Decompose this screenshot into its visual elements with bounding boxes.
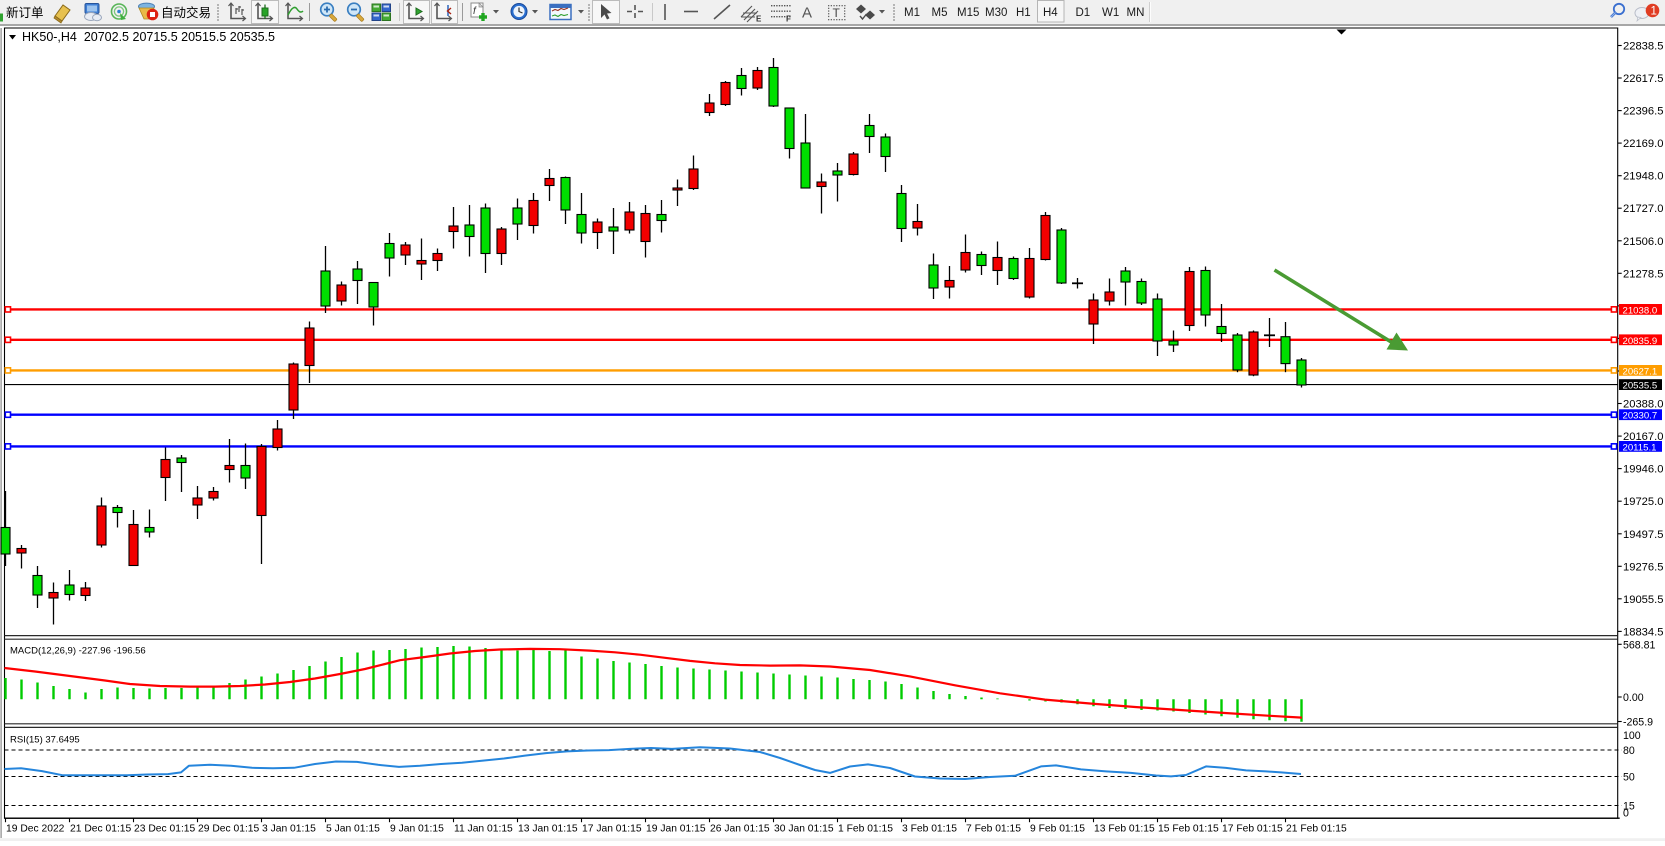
svg-text:M5: M5	[932, 7, 948, 19]
svg-text:9 Jan 01:15: 9 Jan 01:15	[390, 824, 444, 835]
svg-text:17 Feb 01:15: 17 Feb 01:15	[1222, 824, 1283, 835]
svg-text:19725.0: 19725.0	[1623, 496, 1663, 508]
svg-text:21278.5: 21278.5	[1623, 268, 1663, 280]
svg-text:13 Jan 01:15: 13 Jan 01:15	[518, 824, 578, 835]
svg-text:17 Jan 01:15: 17 Jan 01:15	[582, 824, 642, 835]
svg-text:RSI(15) 37.6495: RSI(15) 37.6495	[10, 735, 80, 746]
svg-text:19 Jan 01:15: 19 Jan 01:15	[646, 824, 706, 835]
svg-text:W1: W1	[1102, 7, 1119, 19]
svg-text:21 Dec 01:15: 21 Dec 01:15	[70, 824, 132, 835]
svg-text:21506.0: 21506.0	[1623, 236, 1663, 248]
svg-text:80: 80	[1623, 745, 1635, 757]
svg-text:20388.0: 20388.0	[1623, 399, 1663, 411]
svg-text:3 Feb 01:15: 3 Feb 01:15	[902, 824, 957, 835]
svg-text:7 Feb 01:15: 7 Feb 01:15	[966, 824, 1021, 835]
svg-text:0: 0	[1623, 808, 1629, 820]
svg-text:MN: MN	[1127, 7, 1145, 19]
svg-text:30 Jan 01:15: 30 Jan 01:15	[774, 824, 834, 835]
svg-text:568.81: 568.81	[1623, 639, 1656, 651]
svg-text:21038.0: 21038.0	[1623, 305, 1658, 316]
svg-text:f: f	[473, 6, 477, 17]
svg-text:19497.5: 19497.5	[1623, 529, 1663, 541]
svg-text:100: 100	[1623, 730, 1641, 742]
svg-text:T: T	[833, 6, 841, 20]
svg-text:20115.1: 20115.1	[1623, 442, 1657, 453]
svg-text:11 Jan 01:15: 11 Jan 01:15	[454, 824, 513, 835]
svg-text:H4: H4	[1043, 7, 1058, 19]
svg-text:18834.5: 18834.5	[1623, 626, 1663, 638]
svg-text:A: A	[802, 5, 812, 22]
svg-text:19 Dec 2022: 19 Dec 2022	[6, 824, 65, 835]
svg-text:19276.5: 19276.5	[1623, 561, 1663, 573]
svg-text:3 Jan 01:15: 3 Jan 01:15	[262, 824, 316, 835]
svg-text:13 Feb 01:15: 13 Feb 01:15	[1094, 824, 1155, 835]
svg-text:19055.5: 19055.5	[1623, 594, 1663, 606]
svg-text:15: 15	[1623, 800, 1635, 812]
svg-text:M1: M1	[904, 7, 920, 19]
svg-text:22169.0: 22169.0	[1623, 138, 1663, 150]
svg-text:E: E	[756, 15, 762, 24]
svg-text:新订单: 新订单	[6, 5, 44, 20]
svg-text:20535.5: 20535.5	[1623, 381, 1658, 392]
svg-text:M30: M30	[985, 7, 1007, 19]
svg-text:0.00: 0.00	[1623, 692, 1644, 704]
svg-text:22396.5: 22396.5	[1623, 106, 1663, 118]
svg-text:H1: H1	[1016, 7, 1031, 19]
svg-text:26 Jan 01:15: 26 Jan 01:15	[710, 824, 770, 835]
svg-text:D1: D1	[1076, 7, 1091, 19]
svg-text:50: 50	[1623, 772, 1635, 784]
svg-text:1 Feb 01:15: 1 Feb 01:15	[838, 824, 893, 835]
svg-text:21 Feb 01:15: 21 Feb 01:15	[1286, 824, 1347, 835]
svg-text:HK50-,H4 20702.5 20715.5 2051: HK50-,H4 20702.5 20715.5 20515.5 20535.5	[22, 30, 275, 44]
svg-text:自动交易: 自动交易	[161, 5, 211, 20]
svg-text:20167.0: 20167.0	[1623, 431, 1663, 443]
svg-text:22617.5: 22617.5	[1623, 73, 1663, 85]
svg-text:21727.0: 21727.0	[1623, 203, 1663, 215]
svg-text:9 Feb 01:15: 9 Feb 01:15	[1030, 824, 1085, 835]
svg-text:23 Dec 01:15: 23 Dec 01:15	[134, 824, 196, 835]
svg-text:F: F	[786, 15, 791, 24]
svg-text:22838.5: 22838.5	[1623, 41, 1663, 53]
svg-text:20627.1: 20627.1	[1623, 366, 1658, 377]
svg-text:15 Feb 01:15: 15 Feb 01:15	[1158, 824, 1219, 835]
svg-text:19946.0: 19946.0	[1623, 464, 1663, 476]
svg-text:21948.0: 21948.0	[1623, 171, 1663, 183]
svg-text:5 Jan 01:15: 5 Jan 01:15	[326, 824, 380, 835]
svg-text:29 Dec 01:15: 29 Dec 01:15	[198, 824, 260, 835]
svg-text:1: 1	[1651, 6, 1657, 18]
svg-text:M15: M15	[957, 7, 979, 19]
svg-text:20330.7: 20330.7	[1623, 411, 1658, 422]
svg-text:20835.9: 20835.9	[1623, 336, 1658, 347]
svg-text:-265.9: -265.9	[1623, 717, 1653, 729]
svg-text:MACD(12,26,9) -227.96 -196.56: MACD(12,26,9) -227.96 -196.56	[10, 646, 146, 657]
